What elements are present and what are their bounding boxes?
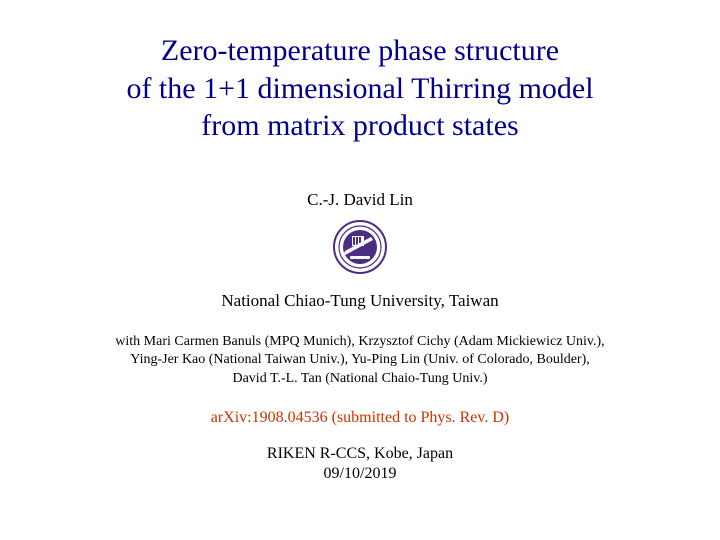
presenter-name: C.-J. David Lin — [307, 190, 413, 210]
arxiv-reference: arXiv:1908.04536 (submitted to Phys. Rev… — [211, 409, 510, 427]
slide-title: Zero-temperature phase structure of the … — [126, 32, 593, 145]
venue: RIKEN R-CCS, Kobe, Japan — [267, 445, 453, 463]
presentation-date: 09/10/2019 — [324, 465, 397, 483]
collab-line-1: with Mari Carmen Banuls (MPQ Munich), Kr… — [115, 333, 604, 352]
affiliation: National Chiao-Tung University, Taiwan — [221, 291, 498, 311]
nctu-logo-icon — [333, 220, 387, 274]
title-line-3: from matrix product states — [126, 107, 593, 145]
title-line-1: Zero-temperature phase structure — [126, 32, 593, 70]
institution-logo — [333, 220, 387, 279]
collaborators: with Mari Carmen Banuls (MPQ Munich), Kr… — [97, 333, 622, 390]
collab-line-3: David T.-L. Tan (National Chaio-Tung Uni… — [115, 370, 604, 389]
title-line-2: of the 1+1 dimensional Thirring model — [126, 70, 593, 108]
collab-line-2: Ying-Jer Kao (National Taiwan Univ.), Yu… — [115, 351, 604, 370]
